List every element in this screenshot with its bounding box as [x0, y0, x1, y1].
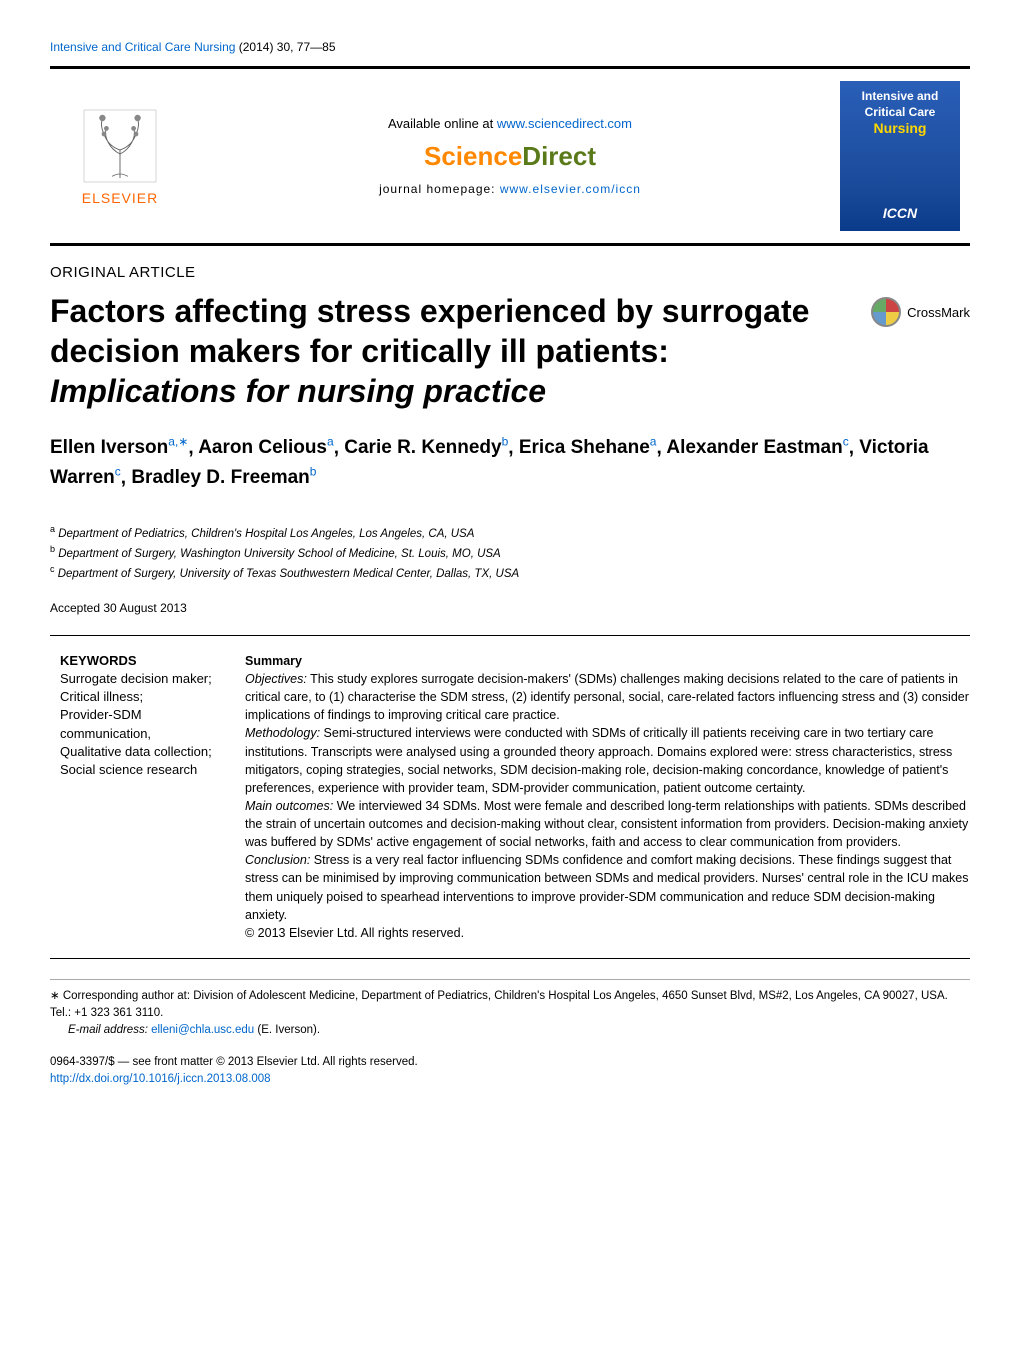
cover-line2: Critical Care — [865, 105, 936, 121]
abstract-block: KEYWORDS Surrogate decision maker;Critic… — [50, 635, 970, 959]
article-title: Factors affecting stress experienced by … — [50, 291, 851, 411]
keywords-heading: KEYWORDS — [60, 652, 215, 670]
methodology-label: Methodology: — [245, 726, 320, 740]
corresp-marker: ∗ — [50, 990, 60, 1002]
author: Carie R. Kennedyb — [344, 437, 508, 458]
homepage-link[interactable]: www.elsevier.com/iccn — [500, 182, 641, 196]
author: Alexander Eastmanc — [666, 437, 848, 458]
corresp-text: Corresponding author at: Division of Ado… — [50, 990, 948, 1019]
keyword-line: Social science research — [60, 761, 215, 779]
crossmark-label: CrossMark — [907, 305, 970, 320]
author-list: Ellen Iversona,∗, Aaron Celiousa, Carie … — [50, 433, 970, 493]
conclusion-label: Conclusion: — [245, 853, 310, 867]
journal-link[interactable]: Intensive and Critical Care Nursing — [50, 40, 235, 54]
affiliation: a Department of Pediatrics, Children's H… — [50, 523, 970, 543]
email-label: E-mail address: — [68, 1024, 151, 1036]
journal-cover: Intensive and Critical Care Nursing ICCN — [840, 81, 960, 231]
keywords-column: KEYWORDS Surrogate decision maker;Critic… — [50, 652, 215, 942]
outcomes-text: We interviewed 34 SDMs. Most were female… — [245, 799, 968, 849]
outcomes-label: Main outcomes: — [245, 799, 333, 813]
author-affil-marker: b — [502, 435, 509, 449]
title-italic: Implications for nursing practice — [50, 373, 546, 409]
keyword-line: Surrogate decision maker; — [60, 670, 215, 688]
corresponding-author: ∗ Corresponding author at: Division of A… — [50, 988, 970, 1023]
brand-science: Science — [424, 141, 522, 171]
doi-link[interactable]: http://dx.doi.org/10.1016/j.iccn.2013.08… — [50, 1073, 271, 1085]
title-plain: Factors affecting stress experienced by … — [50, 293, 809, 369]
author: Bradley D. Freemanb — [131, 467, 316, 488]
title-row: Factors affecting stress experienced by … — [50, 291, 970, 411]
header-center: Available online at www.sciencedirect.co… — [200, 116, 820, 196]
author: Erica Shehanea — [519, 437, 657, 458]
crossmark-icon — [871, 297, 901, 327]
available-online-pre: Available online at — [388, 116, 497, 131]
journal-homepage: journal homepage: www.elsevier.com/iccn — [200, 182, 820, 196]
cover-line1: Intensive and — [862, 89, 939, 105]
author-affil-marker: c — [115, 465, 121, 479]
article-type: ORIGINAL ARTICLE — [50, 264, 970, 281]
publisher-logo: ELSEVIER — [60, 106, 180, 206]
journal-reference: Intensive and Critical Care Nursing (201… — [50, 40, 970, 54]
affil-marker: a — [50, 524, 55, 534]
objectives-text: This study explores surrogate decision-m… — [245, 672, 969, 722]
email-link[interactable]: elleni@chla.usc.edu — [151, 1024, 254, 1036]
publisher-name: ELSEVIER — [82, 190, 158, 206]
author: Ellen Iversona,∗ — [50, 437, 188, 458]
affil-marker: b — [50, 544, 55, 554]
affiliation-list: a Department of Pediatrics, Children's H… — [50, 523, 970, 583]
summary-heading: Summary — [245, 654, 302, 668]
author-affil-marker: a,∗ — [168, 435, 188, 449]
crossmark-badge[interactable]: CrossMark — [871, 297, 970, 327]
elsevier-tree-icon — [80, 106, 160, 186]
sciencedirect-logo: ScienceDirect — [200, 141, 820, 172]
keywords-body: Surrogate decision maker;Critical illnes… — [60, 670, 215, 779]
summary-column: Summary Objectives: This study explores … — [245, 652, 970, 942]
keyword-line: Qualitative data collection; — [60, 743, 215, 761]
brand-direct: Direct — [522, 141, 596, 171]
available-online: Available online at www.sciencedirect.co… — [200, 116, 820, 131]
sciencedirect-link[interactable]: www.sciencedirect.com — [497, 116, 632, 131]
affiliation: b Department of Surgery, Washington Univ… — [50, 543, 970, 563]
summary-copyright: © 2013 Elsevier Ltd. All rights reserved… — [245, 924, 970, 942]
publication-info: 0964-3397/$ — see front matter © 2013 El… — [50, 1054, 970, 1089]
email-line: E-mail address: elleni@chla.usc.edu (E. … — [50, 1022, 970, 1039]
author-affil-marker: a — [327, 435, 334, 449]
objectives-label: Objectives: — [245, 672, 307, 686]
conclusion-text: Stress is a very real factor influencing… — [245, 853, 969, 921]
affil-marker: c — [50, 564, 55, 574]
front-matter: 0964-3397/$ — see front matter © 2013 El… — [50, 1054, 970, 1071]
author: Aaron Celiousa — [198, 437, 334, 458]
cover-line3: Nursing — [874, 120, 927, 136]
methodology-text: Semi-structured interviews were conducte… — [245, 726, 952, 794]
email-tail: (E. Iverson). — [254, 1024, 320, 1036]
author-affil-marker: a — [650, 435, 657, 449]
author-affil-marker: c — [843, 435, 849, 449]
accepted-date: Accepted 30 August 2013 — [50, 601, 970, 615]
journal-citation: (2014) 30, 77—85 — [235, 40, 335, 54]
author-affil-marker: b — [310, 465, 317, 479]
footnotes: ∗ Corresponding author at: Division of A… — [50, 979, 970, 1040]
keyword-line: Provider-SDM communication, — [60, 706, 215, 742]
keyword-line: Critical illness; — [60, 688, 215, 706]
affiliation: c Department of Surgery, University of T… — [50, 563, 970, 583]
cover-iccn: ICCN — [883, 205, 917, 221]
journal-header: ELSEVIER Available online at www.science… — [50, 66, 970, 246]
homepage-pre: journal homepage: — [379, 182, 500, 196]
